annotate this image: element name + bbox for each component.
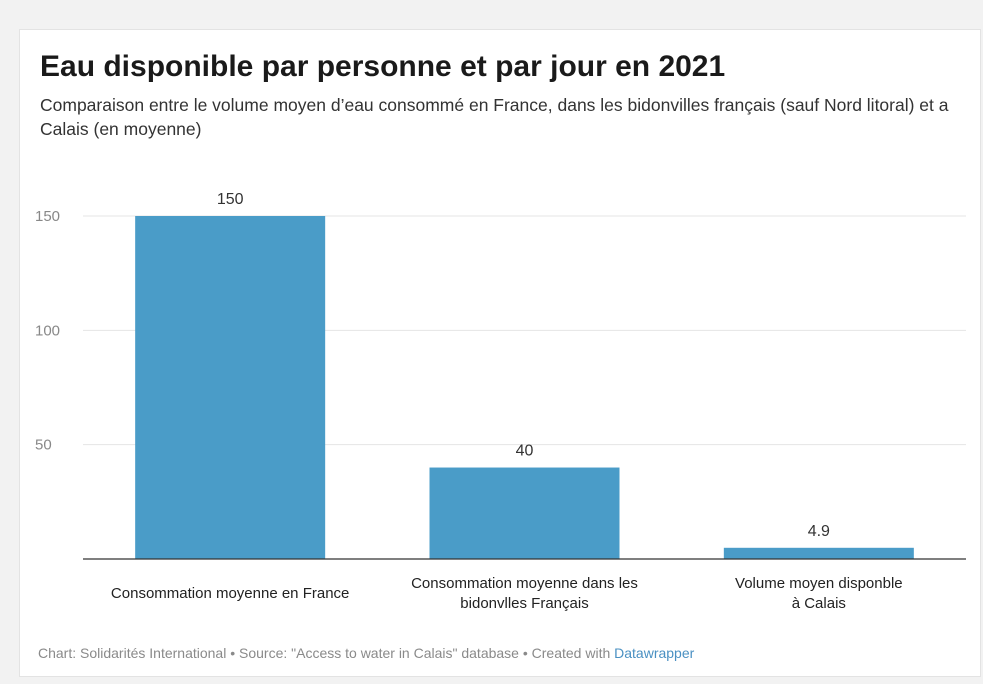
x-category-label: à Calais [792,595,846,612]
y-tick-label: 150 [35,208,60,225]
x-category-label: Consommation moyenne en France [111,585,349,602]
chart-card: Eau disponible par personne et par jour … [19,29,981,677]
bar-value-label: 150 [217,191,244,208]
bar-value-label: 40 [516,443,534,460]
bar-value-label: 4.9 [808,523,830,540]
y-tick-label: 50 [35,437,52,454]
y-tick-label: 100 [35,322,60,339]
x-category-label: bidonvlles Français [460,595,588,612]
chart-subtitle: Comparaison entre le volume moyen d’eau … [40,95,949,139]
bar [135,216,326,559]
bar-chart: 50 100 150 150 Consommation moyenne en Franc… [35,191,966,612]
x-category-label: Consommation moyenne dans les [411,575,638,592]
chart-footer: Chart: Solidarités International • Sourc… [38,645,694,661]
datawrapper-link[interactable]: Datawrapper [614,645,695,661]
footer-source: Chart: Solidarités International • Sourc… [38,645,615,661]
bar [429,467,620,559]
chart-title: Eau disponible par personne et par jour … [40,50,726,83]
x-category-label: Volume moyen disponble [735,575,903,592]
bar [723,547,914,559]
